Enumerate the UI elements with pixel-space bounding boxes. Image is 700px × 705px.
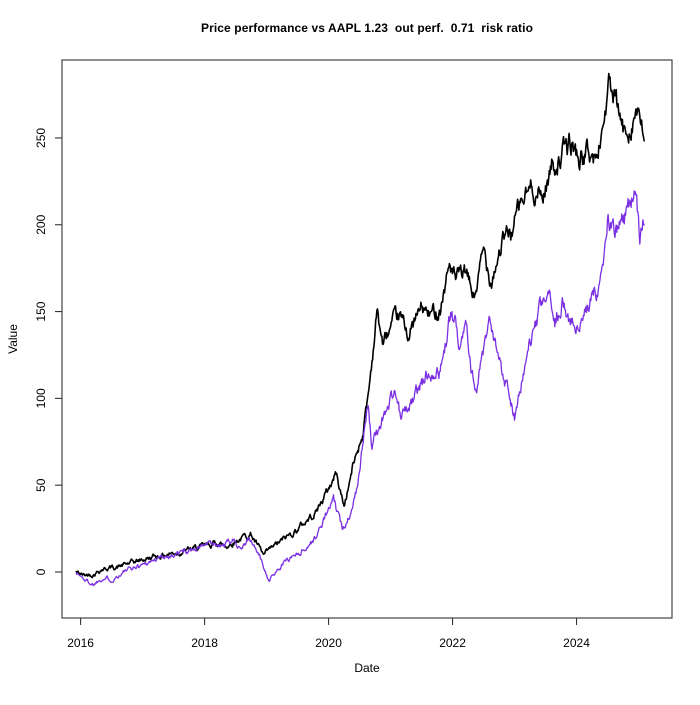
- x-tick-label: 2024: [563, 636, 590, 650]
- chart-title: Price performance vs AAPL 1.23 out perf.…: [200, 21, 534, 35]
- y-tick-label: 150: [34, 301, 48, 321]
- x-tick-label: 2020: [315, 636, 342, 650]
- series-line-AAPL: [75, 190, 645, 587]
- y-tick-label: 250: [34, 128, 48, 148]
- y-axis-title-text: Value: [6, 324, 20, 354]
- y-tick-label: 0: [34, 568, 48, 575]
- series-line-stock-performance: [75, 72, 645, 579]
- plot-border-box: [61, 59, 673, 619]
- x-tick-label: 2016: [67, 636, 94, 650]
- x-axis-title: Date: [354, 661, 380, 675]
- x-tick-label: 2022: [439, 636, 466, 650]
- y-tick-label: 200: [34, 214, 48, 234]
- y-tick-label: 100: [34, 388, 48, 408]
- y-tick-label: 50: [34, 478, 48, 492]
- x-tick-label: 2018: [191, 636, 218, 650]
